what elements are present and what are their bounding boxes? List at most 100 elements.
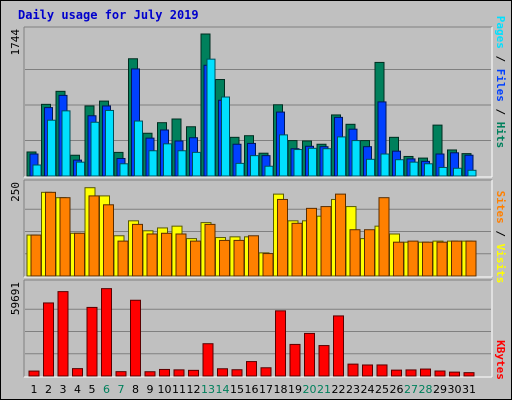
bar-kbytes-day-23: [347, 363, 359, 377]
bar-sites-day-5: [88, 195, 100, 277]
day-label: 3: [60, 383, 67, 396]
bar-pages-day-24: [366, 158, 375, 177]
bar-kbytes-day-13: [202, 343, 214, 377]
bar-pages-day-25: [380, 153, 390, 177]
bar-sites-day-20: [306, 207, 317, 277]
bar-kbytes-day-18: [275, 310, 286, 377]
bar-kbytes-day-10: [159, 368, 170, 377]
legend-hits-files-pages-part: Hits: [494, 122, 507, 149]
bar-kbytes-day-4: [72, 368, 83, 377]
legend-visits-sites-part: Sites: [494, 191, 507, 224]
bar-sites-day-29: [436, 241, 448, 277]
bar-pages-day-30: [453, 167, 462, 177]
day-label: 2: [45, 383, 52, 396]
bar-kbytes-day-24: [362, 364, 373, 377]
bar-pages-day-7: [119, 163, 129, 177]
bar-pages-day-28: [424, 163, 433, 177]
bar-pages-day-20: [308, 147, 317, 177]
bar-pages-day-13: [206, 58, 216, 177]
bar-kbytes-day-2: [43, 302, 54, 377]
bar-sites-day-1: [30, 234, 42, 277]
bar-sites-day-31: [465, 240, 477, 277]
bar-sites-day-24: [364, 229, 375, 277]
bar-sites-day-17: [262, 253, 274, 277]
bar-kbytes-day-29: [434, 370, 446, 377]
bar-pages-day-10: [163, 143, 172, 177]
bar-pages-day-11: [177, 150, 187, 177]
bar-sites-day-6: [103, 204, 114, 277]
day-label: 9: [147, 383, 154, 396]
bar-sites-day-18: [277, 198, 288, 277]
day-label: 5: [89, 383, 96, 396]
bar-kbytes-day-9: [144, 371, 156, 377]
bar-kbytes-day-31: [463, 372, 475, 377]
bar-pages-day-12: [192, 151, 201, 177]
bar-kbytes-day-27: [405, 369, 417, 377]
bar-kbytes-day-7: [115, 371, 127, 377]
day-label: 16: [245, 383, 259, 396]
bar-kbytes-day-1: [28, 370, 40, 377]
bar-sites-day-4: [74, 232, 85, 277]
legend-hits-files-pages-part: /: [494, 49, 507, 69]
day-label: 21: [317, 383, 331, 396]
day-label: 26: [390, 383, 404, 396]
bar-kbytes-day-3: [57, 291, 69, 377]
day-label: 31: [462, 383, 476, 396]
bar-sites-day-21: [320, 206, 332, 277]
bar-sites-day-8: [132, 223, 143, 277]
bar-sites-day-30: [451, 240, 462, 277]
day-label: 4: [74, 383, 81, 396]
bar-pages-day-4: [76, 161, 85, 177]
bar-pages-day-26: [395, 159, 404, 177]
bar-pages-day-5: [90, 121, 100, 177]
bar-sites-day-27: [407, 240, 419, 277]
bar-kbytes-day-5: [86, 306, 98, 377]
y-max-label-visits-sites: 250: [9, 182, 22, 202]
day-label: 25: [375, 383, 389, 396]
bar-sites-day-28: [422, 241, 433, 277]
day-label: 14: [216, 383, 230, 396]
bar-sites-day-19: [291, 222, 303, 277]
bar-sites-day-10: [161, 232, 172, 277]
bar-kbytes-day-20: [304, 332, 315, 377]
day-label: 18: [274, 383, 288, 396]
day-label: 28: [419, 383, 433, 396]
bar-sites-day-16: [248, 235, 259, 277]
legend-kbytes-part: KBytes: [494, 340, 507, 380]
day-label: 27: [404, 383, 418, 396]
bar-pages-day-23: [351, 140, 361, 177]
day-label: 24: [361, 383, 375, 396]
bar-sites-day-7: [117, 240, 129, 277]
legend-hits-files-pages-part: /: [494, 102, 507, 122]
bar-kbytes-day-12: [188, 369, 199, 377]
legend-hits-files-pages-part: Pages: [494, 16, 507, 49]
chart-title: Daily usage for July 2019: [18, 8, 199, 22]
legend-hits-files-pages-part: Files: [494, 69, 507, 102]
bar-pages-day-8: [134, 120, 143, 177]
bar-kbytes-day-26: [391, 369, 402, 377]
legend-visits-sites: Sites / Visits: [494, 191, 507, 284]
day-label: 30: [448, 383, 462, 396]
bar-pages-day-22: [337, 136, 346, 177]
bar-pages-day-1: [32, 164, 42, 177]
bar-pages-day-17: [264, 165, 274, 177]
day-label: 1: [31, 383, 38, 396]
y-max-label-hits-files-pages: 1744: [9, 29, 22, 56]
day-label: 12: [187, 383, 201, 396]
bar-sites-day-2: [45, 191, 56, 277]
day-label: 17: [259, 383, 273, 396]
bar-pages-day-15: [235, 162, 245, 177]
bar-pages-day-14: [221, 96, 230, 177]
bar-kbytes-day-30: [449, 371, 460, 377]
bar-sites-day-3: [59, 197, 71, 277]
bar-sites-day-23: [349, 229, 361, 277]
bar-pages-day-9: [148, 150, 158, 177]
day-label: 15: [230, 383, 244, 396]
bar-pages-day-6: [105, 109, 114, 177]
bar-kbytes-day-28: [420, 368, 431, 377]
bar-sites-day-25: [378, 197, 390, 277]
day-label: 19: [288, 383, 302, 396]
legend-kbytes: KBytes: [494, 340, 507, 380]
day-label: 20: [303, 383, 317, 396]
